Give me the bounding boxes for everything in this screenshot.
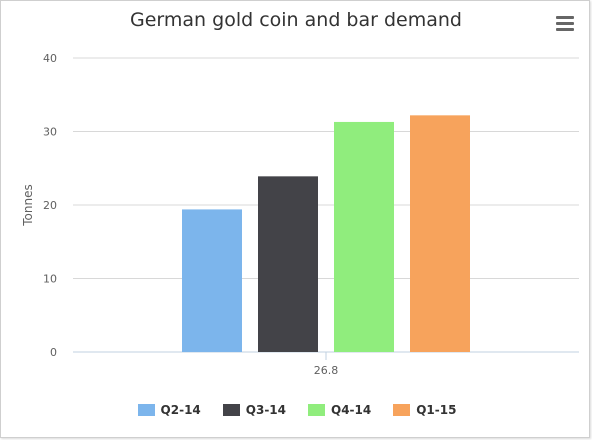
menu-icon-bar — [556, 22, 574, 25]
bar-q2-14[interactable] — [182, 209, 242, 352]
legend-item[interactable]: Q4-14 — [308, 403, 371, 417]
y-tick-label: 10 — [43, 273, 57, 286]
legend-item[interactable]: Q3-14 — [222, 403, 286, 417]
y-tick-label: 30 — [43, 126, 57, 139]
context-menu-button[interactable] — [554, 13, 576, 35]
legend-label: Q3-14 — [245, 403, 286, 417]
menu-icon-bar — [556, 28, 574, 31]
bar-q1-15[interactable] — [410, 115, 470, 352]
legend-item[interactable]: Q1-15 — [393, 403, 456, 417]
y-tick-label: 20 — [43, 199, 57, 212]
legend-swatch — [137, 404, 155, 416]
bar-q3-14[interactable] — [258, 176, 318, 352]
menu-icon-bar — [556, 16, 574, 19]
chart-title: German gold coin and bar demand — [130, 9, 462, 31]
legend-swatch — [308, 404, 325, 416]
y-axis-title: Tonnes — [21, 184, 35, 226]
x-tick-label: 26.8 — [314, 364, 339, 377]
bar-q4-14[interactable] — [334, 121, 394, 352]
plot-area: 0 10 20 30 40 Tonnes 26.8 — [21, 52, 579, 377]
y-tick-label: 0 — [50, 346, 57, 359]
legend-label: Q2-14 — [160, 403, 201, 417]
legend-label: Q1-15 — [416, 403, 457, 417]
legend-item[interactable]: Q2-14 — [137, 403, 201, 417]
legend-label: Q4-14 — [331, 403, 372, 417]
y-tick-label: 40 — [43, 52, 57, 65]
legend-swatch — [393, 404, 411, 416]
legend: Q2-14 Q3-14 Q4-14 Q1-15 — [1, 403, 592, 417]
legend-swatch — [222, 404, 240, 416]
